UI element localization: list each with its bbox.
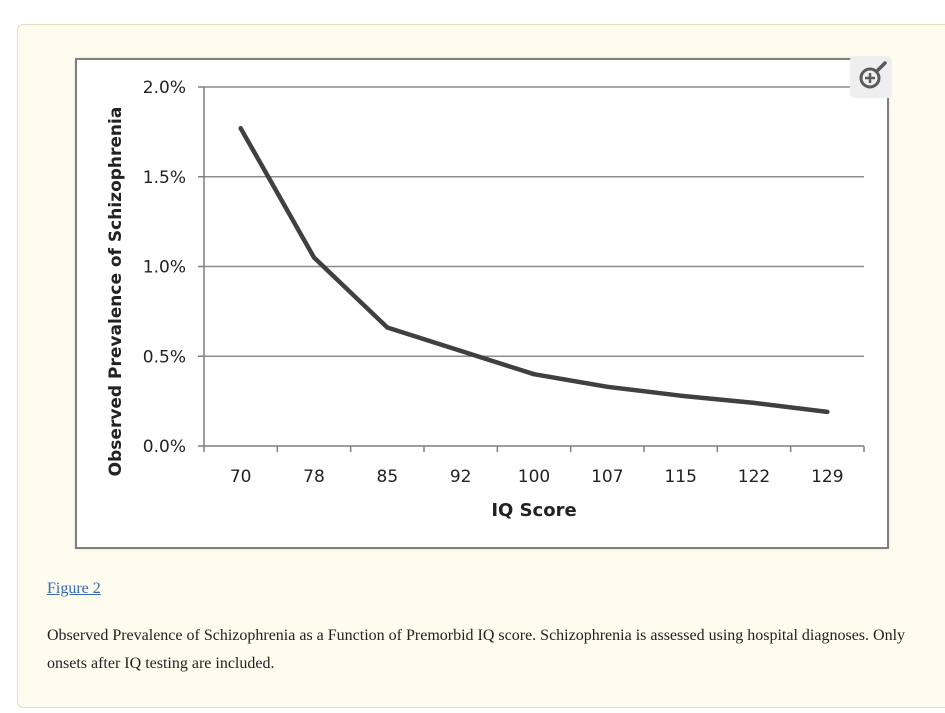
figure-link[interactable]: Figure 2 — [47, 580, 101, 597]
series-lines — [238, 126, 830, 415]
zoom-in-magnifier-icon — [859, 61, 887, 89]
data-point — [752, 400, 756, 405]
data-point — [238, 126, 243, 131]
y-tick-label: 2.0% — [143, 78, 186, 98]
y-axis-label: Observed Prevalence of Schizophrenia — [106, 107, 126, 477]
x-tick-label: 107 — [591, 467, 623, 487]
x-tick-label: 92 — [450, 467, 472, 487]
zoom-button[interactable] — [850, 56, 892, 98]
y-tick-label: 1.0% — [143, 258, 186, 278]
axes — [198, 86, 865, 452]
x-tick-label: 78 — [303, 467, 325, 487]
x-tick-label: 129 — [811, 467, 843, 487]
x-axis-label: IQ Score — [491, 500, 576, 521]
x-tick-labels: 70 78 85 92 100 107 115 122 129 — [230, 467, 844, 487]
data-point — [605, 384, 610, 389]
data-point — [532, 372, 536, 377]
y-tick-label: 0.5% — [143, 347, 186, 367]
data-point — [678, 393, 683, 398]
data-point — [458, 348, 463, 353]
grid-lines — [204, 86, 864, 357]
x-tick-label: 122 — [738, 467, 770, 487]
x-tick-label: 100 — [518, 467, 550, 487]
y-tick-labels: 0.0% 0.5% 1.0% 1.5% 2.0% — [143, 78, 186, 457]
chart-frame: 0.0% 0.5% 1.0% 1.5% 2.0% 70 78 85 92 100 107 115 12… — [75, 58, 889, 549]
data-point — [385, 325, 390, 330]
data-point — [312, 255, 316, 260]
data-point — [825, 409, 830, 414]
series-line — [238, 126, 830, 415]
line-chart: 0.0% 0.5% 1.0% 1.5% 2.0% 70 78 85 92 100 107 115 12… — [106, 78, 865, 521]
y-tick-label: 1.5% — [143, 168, 186, 188]
x-tick-label: 70 — [230, 467, 252, 487]
x-tick-label: 115 — [664, 467, 696, 487]
figure-caption: Observed Prevalence of Schizophrenia as … — [47, 627, 906, 672]
x-tick-label: 85 — [377, 467, 399, 487]
y-tick-label: 0.0% — [143, 437, 186, 457]
